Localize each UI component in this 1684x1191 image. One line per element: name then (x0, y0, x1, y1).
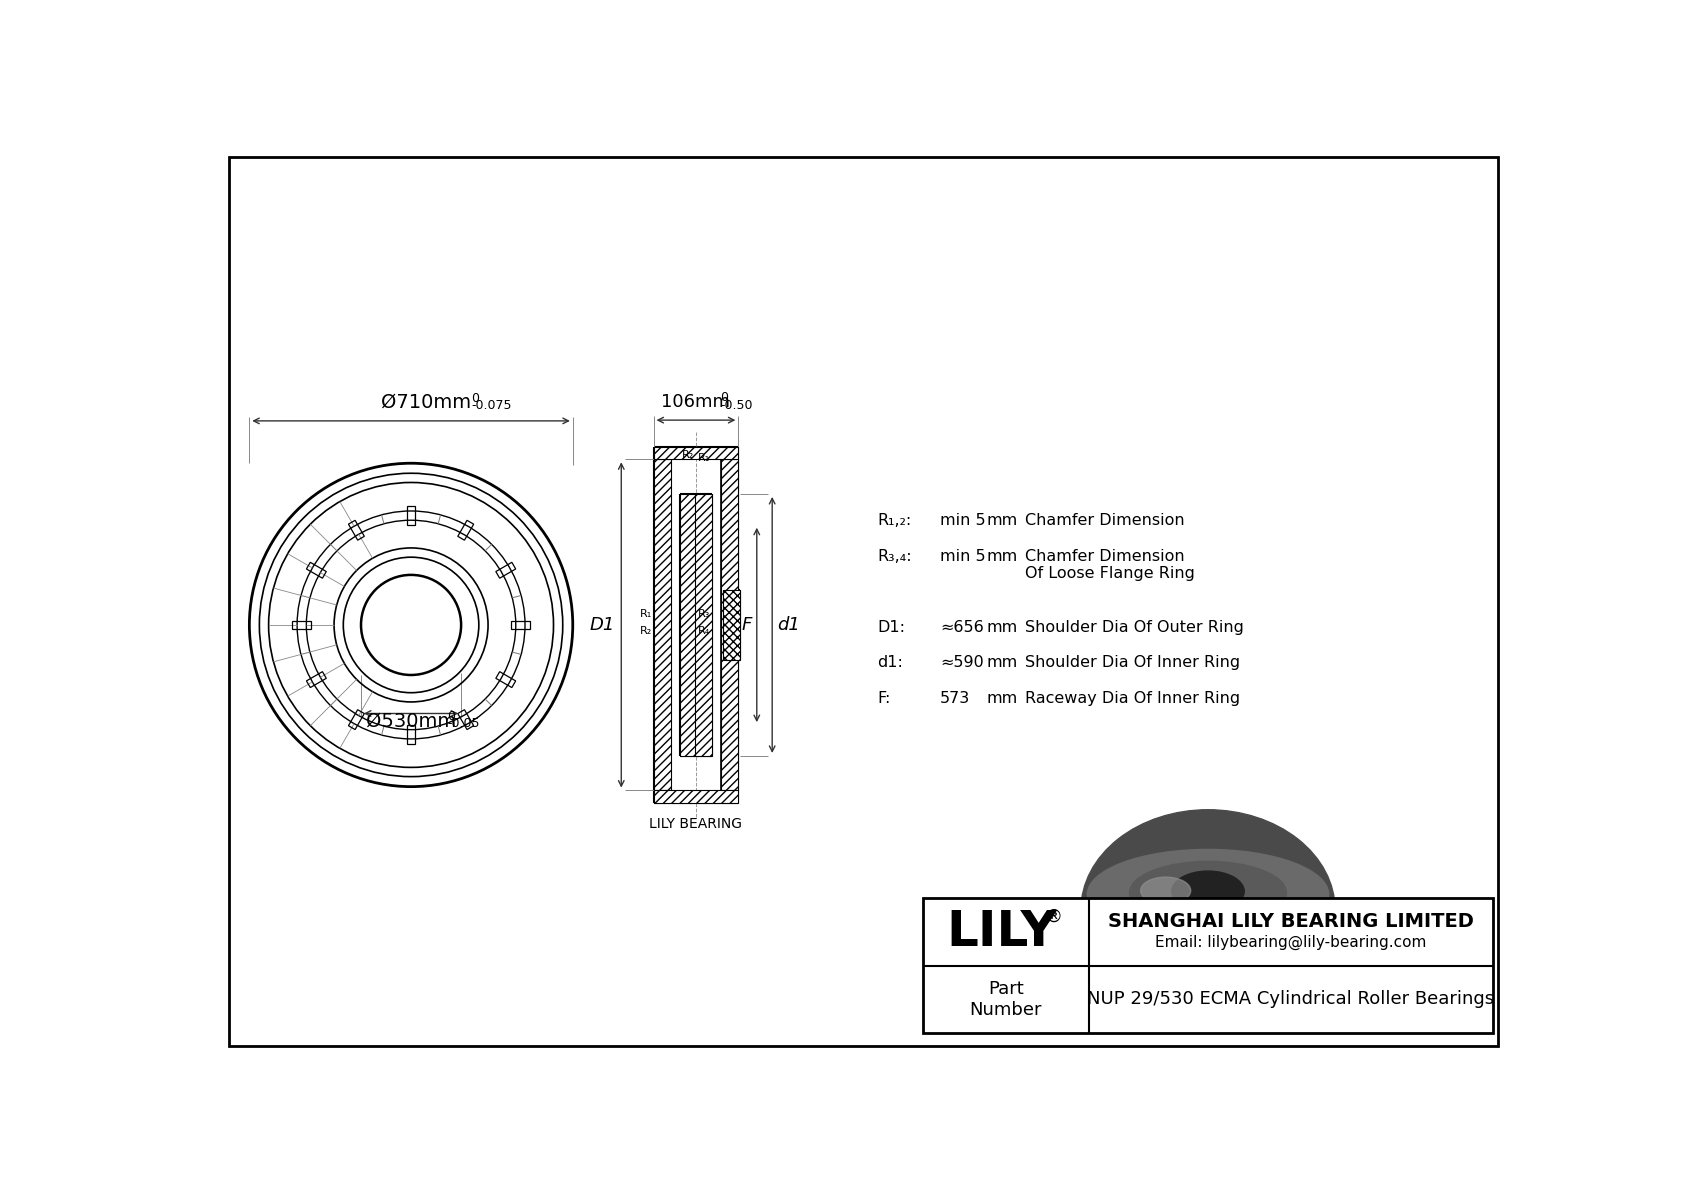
Bar (653, 460, 670, 791)
Text: Part
Number: Part Number (970, 980, 1042, 1018)
Bar (695, 494, 712, 756)
Ellipse shape (1081, 810, 1335, 1010)
Text: d1: d1 (776, 616, 800, 634)
Text: min 5: min 5 (940, 513, 985, 529)
Text: Shoulder Dia Of Inner Ring: Shoulder Dia Of Inner Ring (1026, 655, 1239, 671)
Text: 106mm: 106mm (662, 393, 731, 411)
Ellipse shape (1088, 849, 1329, 940)
Text: ≈656: ≈656 (940, 619, 983, 635)
Text: ≈590: ≈590 (940, 655, 983, 671)
Text: LILY BEARING: LILY BEARING (650, 817, 743, 830)
Text: Chamfer Dimension: Chamfer Dimension (1026, 549, 1184, 563)
Bar (653, 791, 738, 803)
Text: R₄: R₄ (699, 626, 711, 636)
Text: 0: 0 (472, 392, 480, 405)
Text: R₂: R₂ (682, 450, 694, 460)
Text: -0.05: -0.05 (448, 717, 480, 730)
Ellipse shape (1140, 877, 1191, 904)
Text: -0.50: -0.50 (721, 399, 753, 412)
Text: R₁,₂:: R₁,₂: (877, 513, 911, 529)
Text: d1:: d1: (877, 655, 903, 671)
Text: mm: mm (987, 691, 1017, 705)
Text: min 5: min 5 (940, 549, 985, 563)
Text: mm: mm (987, 655, 1017, 671)
Bar (923, 898, 1494, 1033)
Ellipse shape (1172, 871, 1244, 911)
Text: F: F (741, 616, 753, 634)
Text: mm: mm (987, 549, 1017, 563)
Text: Ø530mm: Ø530mm (365, 711, 456, 730)
Text: D1: D1 (589, 616, 615, 634)
Text: -0.075: -0.075 (472, 399, 512, 412)
Bar (721, 460, 738, 791)
Text: D1:: D1: (877, 619, 904, 635)
Text: R₃,₄:: R₃,₄: (877, 549, 911, 563)
Text: Ø710mm: Ø710mm (381, 393, 472, 412)
Text: mm: mm (987, 619, 1017, 635)
Text: 0: 0 (721, 391, 729, 404)
Text: SHANGHAI LILY BEARING LIMITED: SHANGHAI LILY BEARING LIMITED (1108, 911, 1474, 930)
Text: Shoulder Dia Of Outer Ring: Shoulder Dia Of Outer Ring (1026, 619, 1243, 635)
Text: R₁: R₁ (640, 609, 652, 619)
Text: NUP 29/530 ECMA Cylindrical Roller Bearings: NUP 29/530 ECMA Cylindrical Roller Beari… (1088, 991, 1494, 1009)
Text: Raceway Dia Of Inner Ring: Raceway Dia Of Inner Ring (1026, 691, 1239, 705)
Text: mm: mm (987, 513, 1017, 529)
Text: ®: ® (1044, 908, 1063, 925)
Text: F:: F: (877, 691, 891, 705)
Text: LILY: LILY (946, 908, 1058, 956)
Ellipse shape (1093, 919, 1322, 960)
Bar (722, 591, 739, 660)
Ellipse shape (1130, 861, 1287, 924)
Bar (653, 447, 738, 460)
Text: Chamfer Dimension: Chamfer Dimension (1026, 513, 1184, 529)
Text: 573: 573 (940, 691, 970, 705)
Text: R₁: R₁ (697, 454, 709, 463)
Text: Of Loose Flange Ring: Of Loose Flange Ring (1026, 566, 1194, 581)
Text: Email: lilybearing@lily-bearing.com: Email: lilybearing@lily-bearing.com (1155, 935, 1426, 949)
Bar (680, 494, 697, 756)
Text: R₃: R₃ (699, 609, 711, 619)
Text: 0: 0 (448, 711, 455, 723)
Text: R₂: R₂ (640, 626, 652, 636)
